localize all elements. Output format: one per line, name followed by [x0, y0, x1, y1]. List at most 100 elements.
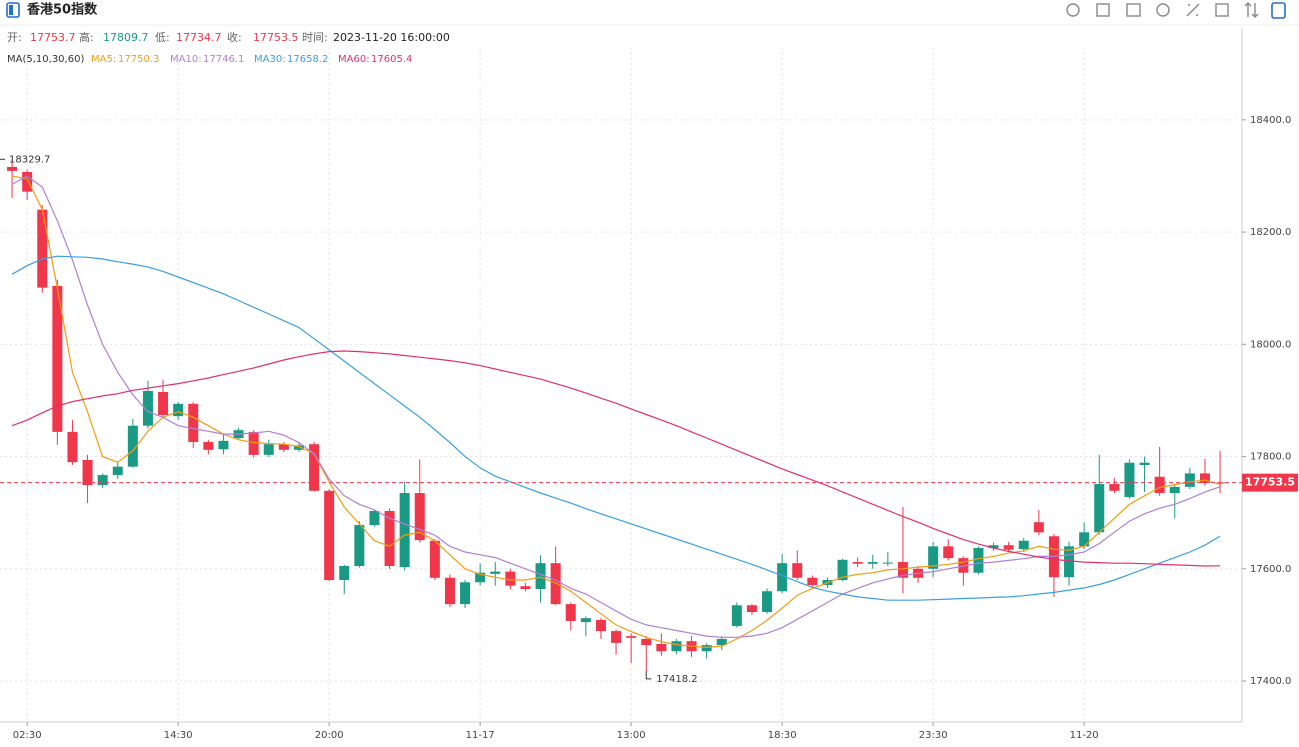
- candle-body: [384, 510, 395, 566]
- candle-body: [1199, 473, 1210, 483]
- candle-body: [641, 638, 652, 646]
- candle-body: [1184, 473, 1195, 487]
- ohlc-legend: 开: 17753.7 高: 17809.7 低: 17734.7 收: 1775…: [7, 30, 450, 44]
- candle-body: [97, 475, 108, 486]
- candle-body: [595, 619, 606, 632]
- candle-body: [792, 563, 803, 578]
- candle-body: [701, 645, 712, 652]
- draw-button[interactable]: [1096, 3, 1110, 17]
- candle-body: [1064, 546, 1075, 578]
- candle-body: [505, 571, 516, 586]
- candle-body: [1139, 462, 1150, 465]
- candle-body: [565, 604, 576, 621]
- ma-line: [11, 175, 1221, 649]
- candle-body: [731, 605, 742, 627]
- candle-body: [897, 562, 908, 578]
- candle-body: [82, 459, 93, 486]
- y-tick-label: 18200.0: [1250, 227, 1291, 238]
- grid-button[interactable]: [1215, 3, 1229, 17]
- ma-legend-value: 17746.1: [203, 54, 244, 65]
- ma-legend-title: MA(5,10,30,60): [7, 54, 84, 65]
- candle-body: [777, 563, 788, 592]
- candle-body: [626, 636, 637, 638]
- candle-body: [988, 545, 999, 549]
- low-label: 低:: [155, 31, 170, 44]
- high-value: 17809.7: [103, 31, 149, 44]
- x-tick-label: 11-20: [1070, 730, 1099, 741]
- ma-legend-name: MA60:: [338, 54, 370, 65]
- candle-body: [475, 572, 486, 583]
- candle-body: [112, 466, 123, 476]
- high-label: 高:: [79, 30, 94, 44]
- x-tick-label: 14:30: [164, 730, 193, 741]
- candle-body: [1124, 462, 1135, 497]
- ma-line: [11, 350, 1221, 567]
- x-tick-label: 20:00: [315, 730, 344, 741]
- candle-body: [158, 392, 169, 416]
- ma-legend-name: MA10:: [170, 54, 202, 65]
- app-icon-fill: [9, 5, 13, 15]
- candle-body: [354, 525, 365, 566]
- candle-body: [671, 641, 682, 652]
- layout-button[interactable]: [1271, 2, 1286, 19]
- sort-button[interactable]: [1244, 2, 1259, 18]
- candle-body: [293, 445, 304, 450]
- refresh-button[interactable]: [1066, 3, 1080, 17]
- candle-body: [414, 493, 425, 541]
- candle-body: [203, 441, 214, 450]
- ma-line: [11, 255, 1221, 601]
- ma-line: [11, 175, 1221, 638]
- close-label: 收:: [227, 30, 242, 44]
- candle-body: [1033, 522, 1044, 533]
- candle-body: [1018, 540, 1029, 550]
- candle-body: [943, 546, 954, 559]
- low-annotation: 17418.2: [656, 674, 697, 685]
- candle-body: [248, 431, 259, 455]
- indicator-button[interactable]: [1126, 3, 1141, 17]
- percent-button[interactable]: [1186, 3, 1200, 17]
- candle-body: [1094, 484, 1105, 533]
- pie-button[interactable]: [1156, 3, 1170, 17]
- candle-body: [807, 577, 818, 586]
- x-tick-label: 18:30: [768, 730, 797, 741]
- y-tick-label: 18400.0: [1250, 115, 1291, 126]
- open-value: 17753.7: [30, 31, 76, 44]
- ma-legend-value: 17605.4: [371, 54, 412, 65]
- candle-body: [127, 425, 138, 467]
- candle-body: [7, 166, 18, 171]
- x-tick-label: 23:30: [919, 730, 948, 741]
- y-tick-label: 17800.0: [1250, 452, 1291, 463]
- candle-body: [580, 618, 591, 623]
- candle-body: [37, 209, 48, 288]
- candle-body: [173, 403, 184, 417]
- candle-body: [67, 431, 78, 463]
- low-value: 17734.7: [176, 31, 222, 44]
- time-label: 时间:: [302, 31, 328, 44]
- x-tick-label: 11-17: [466, 730, 495, 741]
- ma-legend-name: MA5:: [91, 54, 116, 65]
- page-title: 香港50指数: [26, 2, 98, 18]
- candle-body: [399, 493, 410, 568]
- candle-body: [429, 540, 440, 578]
- candle-body: [882, 562, 893, 564]
- candle-body: [339, 565, 350, 581]
- toolbar: [1066, 2, 1286, 19]
- candle-body: [1109, 484, 1120, 491]
- x-tick-label: 13:00: [617, 730, 646, 741]
- candle-body: [278, 444, 289, 450]
- open-label: 开:: [7, 31, 22, 44]
- candle-body: [716, 638, 727, 646]
- candle-body: [460, 582, 471, 605]
- candle-body: [444, 577, 455, 605]
- candle-body: [52, 285, 63, 432]
- candle-body: [188, 403, 199, 442]
- candle-body: [928, 546, 939, 569]
- y-tick-label: 18000.0: [1250, 339, 1291, 350]
- candle-body: [520, 586, 531, 589]
- candle-body: [263, 444, 274, 455]
- y-tick-label: 17600.0: [1250, 564, 1291, 575]
- last-price-label: 17753.5: [1245, 476, 1295, 489]
- low-marker: [645, 670, 652, 680]
- last-price-tag: [1242, 473, 1298, 492]
